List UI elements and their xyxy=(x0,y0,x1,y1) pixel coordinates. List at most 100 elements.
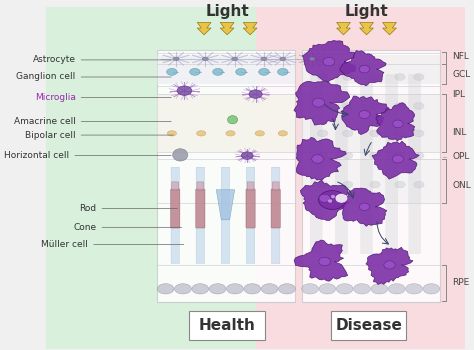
FancyBboxPatch shape xyxy=(197,182,204,190)
Text: IPL: IPL xyxy=(452,90,465,99)
Ellipse shape xyxy=(342,74,353,80)
Circle shape xyxy=(173,149,188,161)
Ellipse shape xyxy=(337,284,353,294)
Ellipse shape xyxy=(370,152,380,159)
Ellipse shape xyxy=(370,181,380,188)
Ellipse shape xyxy=(395,181,405,188)
Ellipse shape xyxy=(371,284,388,294)
Circle shape xyxy=(328,199,332,203)
Text: Microglia: Microglia xyxy=(35,93,171,102)
Ellipse shape xyxy=(395,152,405,159)
Text: Light: Light xyxy=(205,4,249,19)
Ellipse shape xyxy=(414,74,424,80)
Ellipse shape xyxy=(323,57,335,66)
Polygon shape xyxy=(302,41,356,82)
Ellipse shape xyxy=(249,90,262,98)
Ellipse shape xyxy=(174,284,191,294)
Text: Bipolar cell: Bipolar cell xyxy=(25,131,173,140)
Ellipse shape xyxy=(393,120,403,127)
FancyBboxPatch shape xyxy=(271,189,280,228)
Circle shape xyxy=(228,116,237,124)
Ellipse shape xyxy=(359,203,370,211)
Text: ONL: ONL xyxy=(452,181,471,190)
Ellipse shape xyxy=(226,131,235,136)
Polygon shape xyxy=(376,103,415,141)
FancyBboxPatch shape xyxy=(157,50,295,302)
Ellipse shape xyxy=(173,57,179,61)
Text: OPL: OPL xyxy=(452,152,470,161)
Text: Amacrine cell: Amacrine cell xyxy=(14,117,171,126)
Ellipse shape xyxy=(319,284,336,294)
Text: Astrocyte: Astrocyte xyxy=(33,55,171,64)
Polygon shape xyxy=(366,247,413,285)
Polygon shape xyxy=(301,180,349,220)
FancyBboxPatch shape xyxy=(301,50,440,302)
Ellipse shape xyxy=(395,130,405,137)
FancyBboxPatch shape xyxy=(172,182,179,190)
FancyBboxPatch shape xyxy=(157,94,295,152)
Polygon shape xyxy=(294,240,347,281)
FancyBboxPatch shape xyxy=(246,167,255,264)
Ellipse shape xyxy=(319,194,330,202)
Ellipse shape xyxy=(157,284,174,294)
Polygon shape xyxy=(340,50,386,86)
Ellipse shape xyxy=(414,103,424,110)
FancyBboxPatch shape xyxy=(246,189,255,228)
Polygon shape xyxy=(337,22,350,35)
Polygon shape xyxy=(383,22,396,35)
Ellipse shape xyxy=(317,181,328,188)
Ellipse shape xyxy=(232,57,237,61)
Polygon shape xyxy=(341,96,389,134)
Text: Ganglion cell: Ganglion cell xyxy=(17,72,171,82)
Ellipse shape xyxy=(259,69,269,75)
Ellipse shape xyxy=(227,284,243,294)
Ellipse shape xyxy=(241,152,253,159)
Text: Müller cell: Müller cell xyxy=(41,240,184,249)
Ellipse shape xyxy=(342,130,353,137)
Ellipse shape xyxy=(319,191,346,209)
Ellipse shape xyxy=(342,103,353,110)
Polygon shape xyxy=(243,22,257,35)
Text: NFL: NFL xyxy=(452,52,469,61)
Ellipse shape xyxy=(261,284,278,294)
FancyBboxPatch shape xyxy=(310,75,322,254)
Ellipse shape xyxy=(370,74,380,80)
FancyBboxPatch shape xyxy=(196,167,204,264)
FancyBboxPatch shape xyxy=(386,75,398,254)
Ellipse shape xyxy=(395,103,405,110)
Ellipse shape xyxy=(359,65,370,73)
Ellipse shape xyxy=(384,261,395,269)
Polygon shape xyxy=(296,137,346,180)
Circle shape xyxy=(331,195,335,198)
Ellipse shape xyxy=(370,103,380,110)
Polygon shape xyxy=(220,22,234,35)
Text: Health: Health xyxy=(199,318,255,333)
Polygon shape xyxy=(255,7,465,349)
Ellipse shape xyxy=(392,155,403,163)
Ellipse shape xyxy=(317,74,328,80)
Ellipse shape xyxy=(255,131,264,136)
FancyBboxPatch shape xyxy=(221,167,229,264)
Ellipse shape xyxy=(317,130,328,137)
Polygon shape xyxy=(197,22,211,35)
Ellipse shape xyxy=(423,284,440,294)
FancyBboxPatch shape xyxy=(331,311,406,340)
FancyBboxPatch shape xyxy=(171,189,180,228)
Ellipse shape xyxy=(213,69,223,75)
FancyBboxPatch shape xyxy=(336,75,347,254)
Ellipse shape xyxy=(278,69,288,75)
Ellipse shape xyxy=(312,98,325,107)
Text: Light: Light xyxy=(345,4,388,19)
Text: Horizontal cell: Horizontal cell xyxy=(4,151,171,160)
Ellipse shape xyxy=(312,155,323,163)
Ellipse shape xyxy=(342,181,353,188)
Ellipse shape xyxy=(279,284,295,294)
Ellipse shape xyxy=(388,284,405,294)
Ellipse shape xyxy=(335,194,348,203)
FancyBboxPatch shape xyxy=(272,167,280,264)
Text: Disease: Disease xyxy=(335,318,402,333)
Ellipse shape xyxy=(414,181,424,188)
Text: INL: INL xyxy=(452,128,467,137)
Polygon shape xyxy=(342,188,387,226)
Ellipse shape xyxy=(192,284,209,294)
